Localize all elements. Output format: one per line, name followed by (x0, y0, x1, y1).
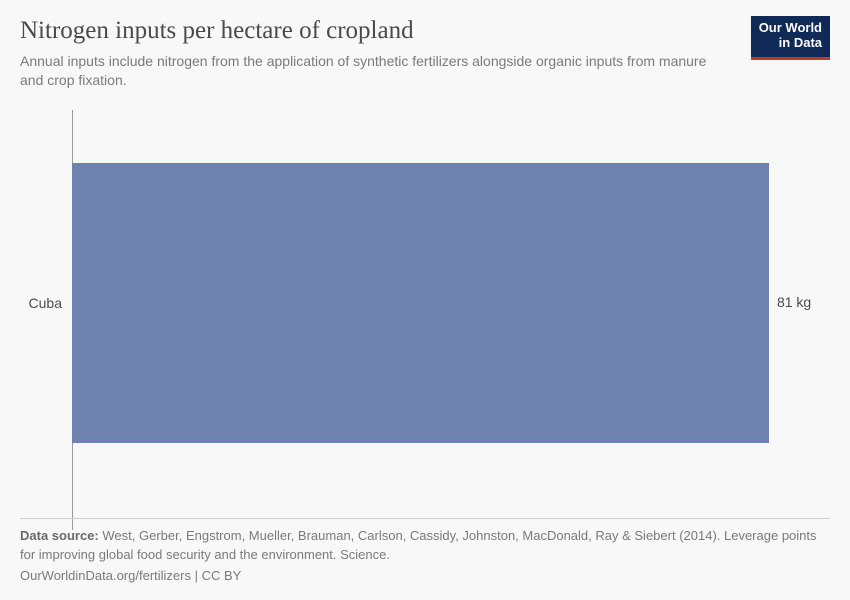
source-text: West, Gerber, Engstrom, Mueller, Brauman… (20, 528, 817, 562)
value-label: 81 kg (777, 294, 811, 310)
header: Nitrogen inputs per hectare of cropland … (20, 16, 830, 90)
title-block: Nitrogen inputs per hectare of cropland … (20, 16, 751, 90)
logo-line1: Our World (759, 20, 822, 35)
chart-container: Nitrogen inputs per hectare of cropland … (0, 0, 850, 600)
source-url: OurWorldinData.org/fertilizers | CC BY (20, 567, 830, 586)
source-label: Data source: (20, 528, 99, 543)
category-label: Cuba (20, 295, 68, 311)
bar (72, 163, 769, 443)
owid-logo: Our World in Data (751, 16, 830, 60)
chart-plot-area: Cuba 81 kg (20, 110, 830, 530)
data-source: Data source: West, Gerber, Engstrom, Mue… (20, 527, 830, 565)
bar-track: 81 kg (72, 163, 830, 443)
chart-title: Nitrogen inputs per hectare of cropland (20, 16, 731, 46)
chart-subtitle: Annual inputs include nitrogen from the … (20, 52, 731, 90)
chart-footer: Data source: West, Gerber, Engstrom, Mue… (20, 518, 830, 586)
bar-row: Cuba 81 kg (20, 163, 830, 443)
logo-line2: in Data (779, 35, 822, 50)
